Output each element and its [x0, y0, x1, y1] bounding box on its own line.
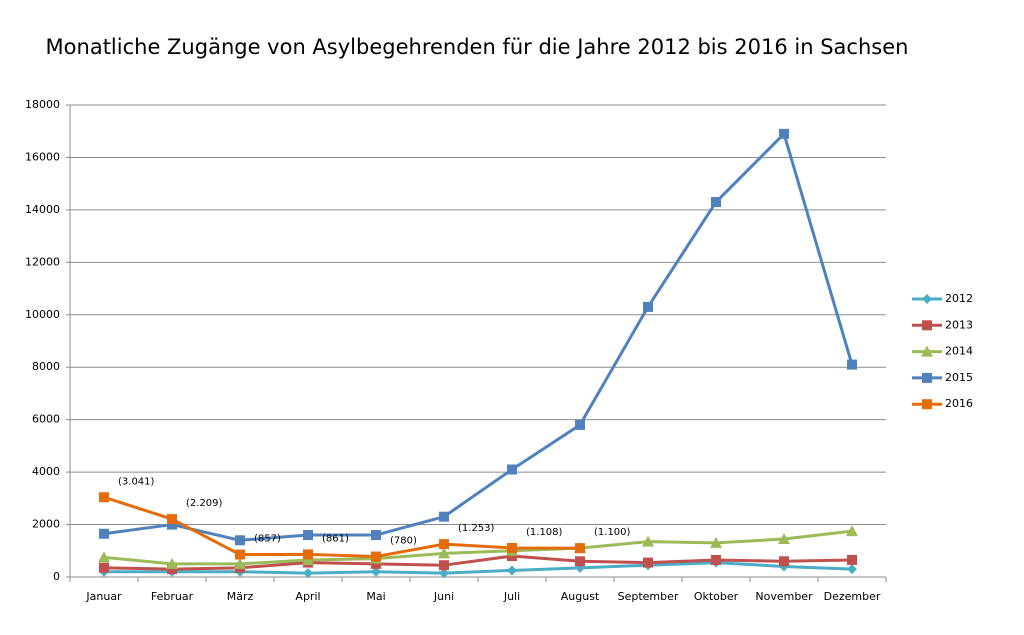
point-marker	[847, 564, 857, 575]
x-tick-label: April	[295, 590, 320, 603]
chart-title: Monatliche Zugänge von Asylbegehrenden f…	[46, 35, 909, 59]
legend-marker	[921, 345, 933, 357]
point-marker	[371, 558, 381, 569]
data-label: (1.253)	[458, 523, 495, 534]
point-marker	[643, 557, 653, 568]
point-marker	[643, 301, 653, 312]
x-tick-label: Oktober	[694, 590, 739, 603]
data-label: (1.100)	[594, 527, 631, 538]
point-marker	[711, 554, 721, 565]
point-marker	[846, 525, 858, 537]
data-label: (857)	[254, 534, 281, 545]
point-marker	[439, 568, 449, 579]
y-tick-label: 8000	[32, 360, 60, 373]
x-tick-label: August	[561, 590, 600, 603]
y-tick-label: 6000	[32, 413, 60, 426]
y-tick-label: 12000	[25, 255, 60, 268]
point-marker	[98, 551, 110, 563]
data-label: (2.209)	[186, 498, 223, 509]
legend-label: 2014	[945, 345, 973, 358]
legend-label: 2015	[945, 371, 973, 384]
point-marker	[507, 565, 517, 576]
data-label: (780)	[390, 536, 417, 547]
x-tick-label: Mai	[366, 590, 385, 603]
y-tick-label: 14000	[25, 203, 60, 216]
x-tick-label: März	[227, 590, 254, 603]
point-marker	[167, 514, 177, 525]
point-marker	[575, 543, 585, 554]
y-tick-label: 0	[53, 570, 60, 583]
point-marker	[371, 566, 381, 577]
y-tick-label: 10000	[25, 308, 60, 321]
point-marker	[507, 464, 517, 475]
point-marker	[439, 511, 449, 522]
point-marker	[439, 560, 449, 571]
point-marker	[439, 539, 449, 550]
legend-label: 2013	[945, 318, 973, 331]
point-marker	[642, 535, 654, 547]
x-tick-label: November	[755, 590, 813, 603]
series-line	[103, 495, 581, 559]
y-tick-label: 4000	[32, 465, 60, 478]
point-marker	[303, 568, 313, 579]
point-marker	[847, 359, 857, 370]
point-marker	[711, 197, 721, 208]
legend-marker	[922, 399, 932, 410]
point-marker	[575, 556, 585, 567]
x-tick-label: Dezember	[824, 590, 881, 603]
point-marker	[507, 551, 517, 562]
point-marker	[167, 519, 177, 530]
legend-marker	[922, 372, 932, 383]
point-marker	[371, 530, 381, 541]
point-marker	[99, 528, 109, 539]
point-marker	[438, 547, 450, 559]
point-marker	[779, 556, 789, 567]
legend-marker	[922, 320, 932, 331]
point-marker	[166, 557, 178, 569]
data-label: (3.041)	[118, 476, 155, 487]
point-marker	[235, 549, 245, 560]
legend-label: 2012	[945, 292, 973, 305]
series-line	[104, 561, 853, 575]
y-tick-label: 16000	[25, 150, 60, 163]
data-label: (861)	[322, 533, 349, 544]
legend-marker	[922, 294, 932, 304]
legend-label: 2016	[945, 397, 973, 410]
point-marker	[779, 128, 789, 139]
point-marker	[99, 492, 109, 503]
point-marker	[575, 419, 585, 430]
x-tick-label: Februar	[151, 590, 194, 603]
y-tick-label: 2000	[32, 518, 60, 531]
point-marker	[303, 530, 313, 541]
data-label: (1.108)	[526, 527, 563, 538]
point-marker	[778, 532, 790, 544]
series-line	[103, 132, 854, 542]
point-marker	[847, 554, 857, 565]
series-line	[103, 554, 853, 571]
point-marker	[303, 549, 313, 560]
x-tick-label: Januar	[85, 590, 122, 603]
point-marker	[371, 551, 381, 562]
point-marker	[99, 562, 109, 573]
y-tick-label: 18000	[25, 98, 60, 111]
x-tick-label: Juni	[433, 590, 454, 603]
series-line	[103, 529, 853, 566]
point-marker	[302, 553, 314, 565]
point-marker	[710, 536, 722, 548]
point-marker	[234, 557, 246, 569]
point-marker	[235, 535, 245, 546]
x-tick-label: September	[618, 590, 679, 603]
point-marker	[167, 564, 177, 575]
x-tick-label: Juli	[503, 590, 520, 603]
point-marker	[507, 542, 517, 553]
